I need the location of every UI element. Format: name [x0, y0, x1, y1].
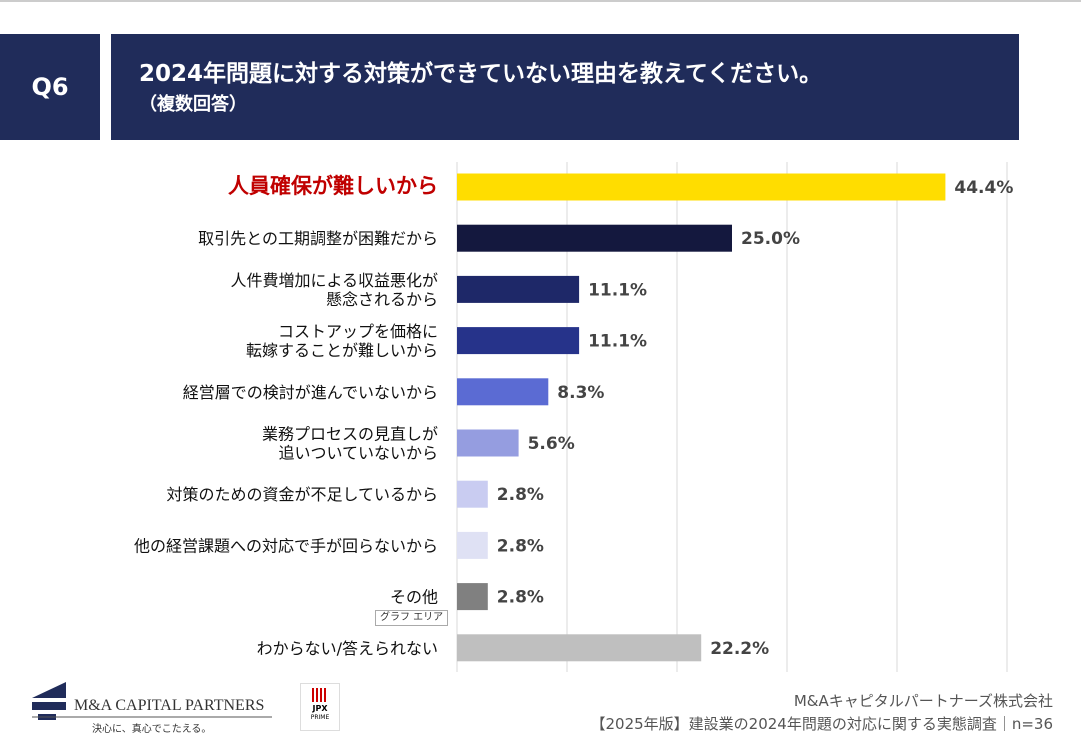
logo-text: M&A CAPITAL PARTNERS: [74, 697, 264, 714]
footer-company: M&Aキャピタルパートナーズ株式会社: [793, 692, 1053, 710]
category-label: わからない/答えられない: [257, 639, 438, 658]
bar-chart: 44.4% 人員確保が難しいから 25.0% 取引先との工期調整が困難だから 11.1%…: [134, 162, 1013, 672]
category-label: 人員確保が難しいから: [228, 174, 438, 198]
prime-text: PRIME: [310, 714, 330, 721]
bar: [457, 275, 580, 303]
jpx-icon: [312, 688, 328, 702]
bar: [457, 634, 702, 662]
category-label: 業務プロセスの見直しが追いついていないから: [262, 425, 438, 463]
data-label: 11.1%: [588, 280, 647, 300]
chart-area-tooltip: グラフ エリア: [375, 610, 449, 626]
category-label: 取引先との工期調整が困難だから: [198, 229, 438, 248]
data-label: 44.4%: [954, 178, 1013, 198]
page-title: 2024年問題に対する対策ができていない理由を教えてください。: [139, 61, 823, 87]
bar: [457, 173, 946, 201]
jpx-prime-badge: JPX PRIME: [300, 683, 340, 731]
category-label: 他の経営課題への対応で手が回らないから: [134, 536, 438, 555]
bar: [457, 583, 488, 611]
bar: [457, 378, 549, 406]
data-label: 2.8%: [497, 536, 544, 556]
data-label: 2.8%: [497, 485, 544, 505]
data-label: 11.1%: [588, 332, 647, 352]
company-logo: M&A CAPITAL PARTNERS 決心に、真心でこたえる。: [32, 680, 292, 744]
category-label: 経営層での検討が進んでいないから: [183, 383, 438, 402]
category-label: その他: [390, 588, 438, 607]
bar: [457, 327, 580, 355]
bar: [457, 429, 519, 457]
logo-tagline: 決心に、真心でこたえる。: [92, 722, 211, 735]
data-label: 25.0%: [741, 229, 800, 249]
category-label: コストアップを価格に転嫁することが難しいから: [246, 322, 438, 360]
question-number: Q6: [0, 34, 100, 140]
page-subtitle: （複数回答）: [139, 94, 247, 115]
data-label: 22.2%: [710, 639, 769, 659]
top-border: [0, 0, 1081, 2]
bar: [457, 531, 488, 559]
bar: [457, 224, 732, 252]
data-label: 8.3%: [557, 383, 604, 403]
category-label: 人件費増加による収益悪化が懸念されるから: [230, 271, 438, 309]
category-label: 対策のための資金が不足しているから: [166, 485, 438, 504]
data-label: 2.8%: [497, 588, 544, 608]
footer-survey: 【2025年版】建設業の2024年問題の対応に関する実態調査｜n=36: [590, 715, 1053, 733]
data-label: 5.6%: [528, 434, 575, 454]
title-box: 2024年問題に対する対策ができていない理由を教えてください。 （複数回答）: [111, 34, 1019, 140]
jpx-text: JPX: [312, 704, 328, 713]
bar: [457, 480, 488, 508]
